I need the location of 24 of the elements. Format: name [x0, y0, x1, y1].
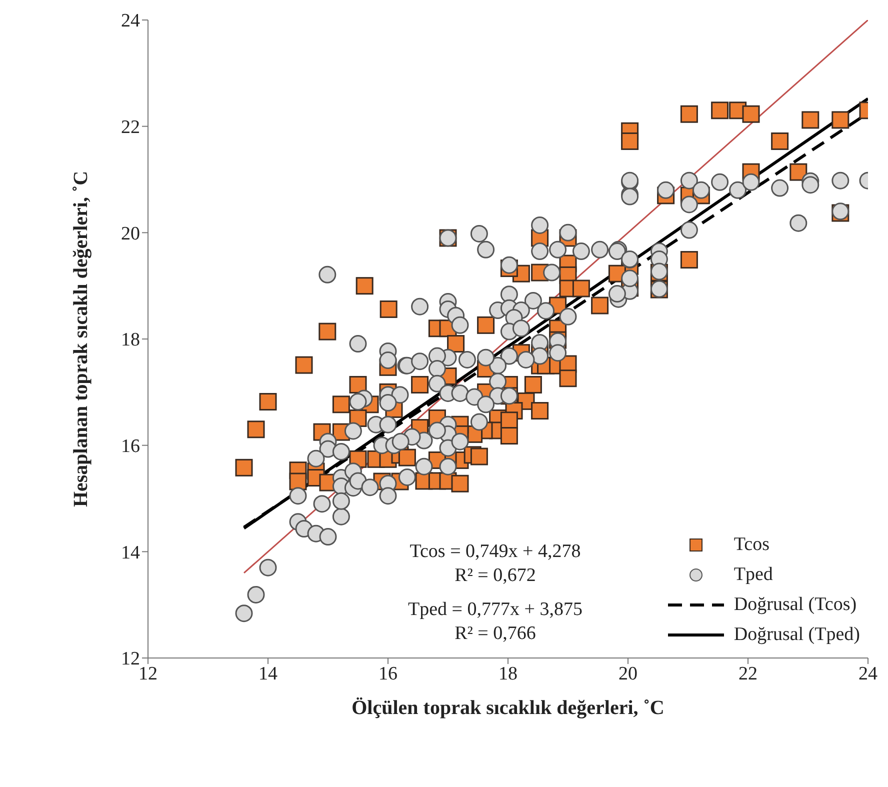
x-tick-label: 24 — [858, 663, 878, 684]
y-tick-label: 16 — [121, 436, 140, 458]
x-tick-label: 12 — [138, 663, 158, 684]
legend-label: Tcos — [734, 534, 770, 556]
y-tick-label: 12 — [121, 648, 140, 670]
y-tick-label: 14 — [121, 542, 140, 564]
legend-label: Doğrusal (Tcos) — [734, 594, 857, 616]
x-tick-label: 22 — [738, 663, 758, 684]
y-tick-label: 22 — [121, 117, 140, 138]
annotation: Tped = 0,777x + 3,875 — [408, 598, 582, 622]
annotation: R² = 0,766 — [454, 622, 537, 646]
legend-label: Doğrusal (Tped) — [734, 624, 860, 646]
y-tick-label: 20 — [121, 223, 140, 244]
annotation: R² = 0,672 — [454, 564, 537, 588]
y-axis-title: Hesaplanan toprak sıcaklı değerleri, ˚C — [70, 170, 92, 508]
x-tick-label: 18 — [498, 663, 518, 684]
annotation: Tcos = 0,749x + 4,278 — [408, 540, 582, 564]
legend-label: Tped — [734, 564, 773, 586]
x-axis-title: Ölçülen toprak sıcaklık değerleri, ˚C — [352, 697, 664, 719]
y-tick-label: 18 — [121, 330, 140, 351]
x-tick-label: 14 — [258, 663, 278, 684]
y-tick-label: 24 — [121, 10, 140, 32]
x-tick-label: 20 — [618, 663, 638, 684]
x-tick-label: 16 — [378, 663, 398, 684]
